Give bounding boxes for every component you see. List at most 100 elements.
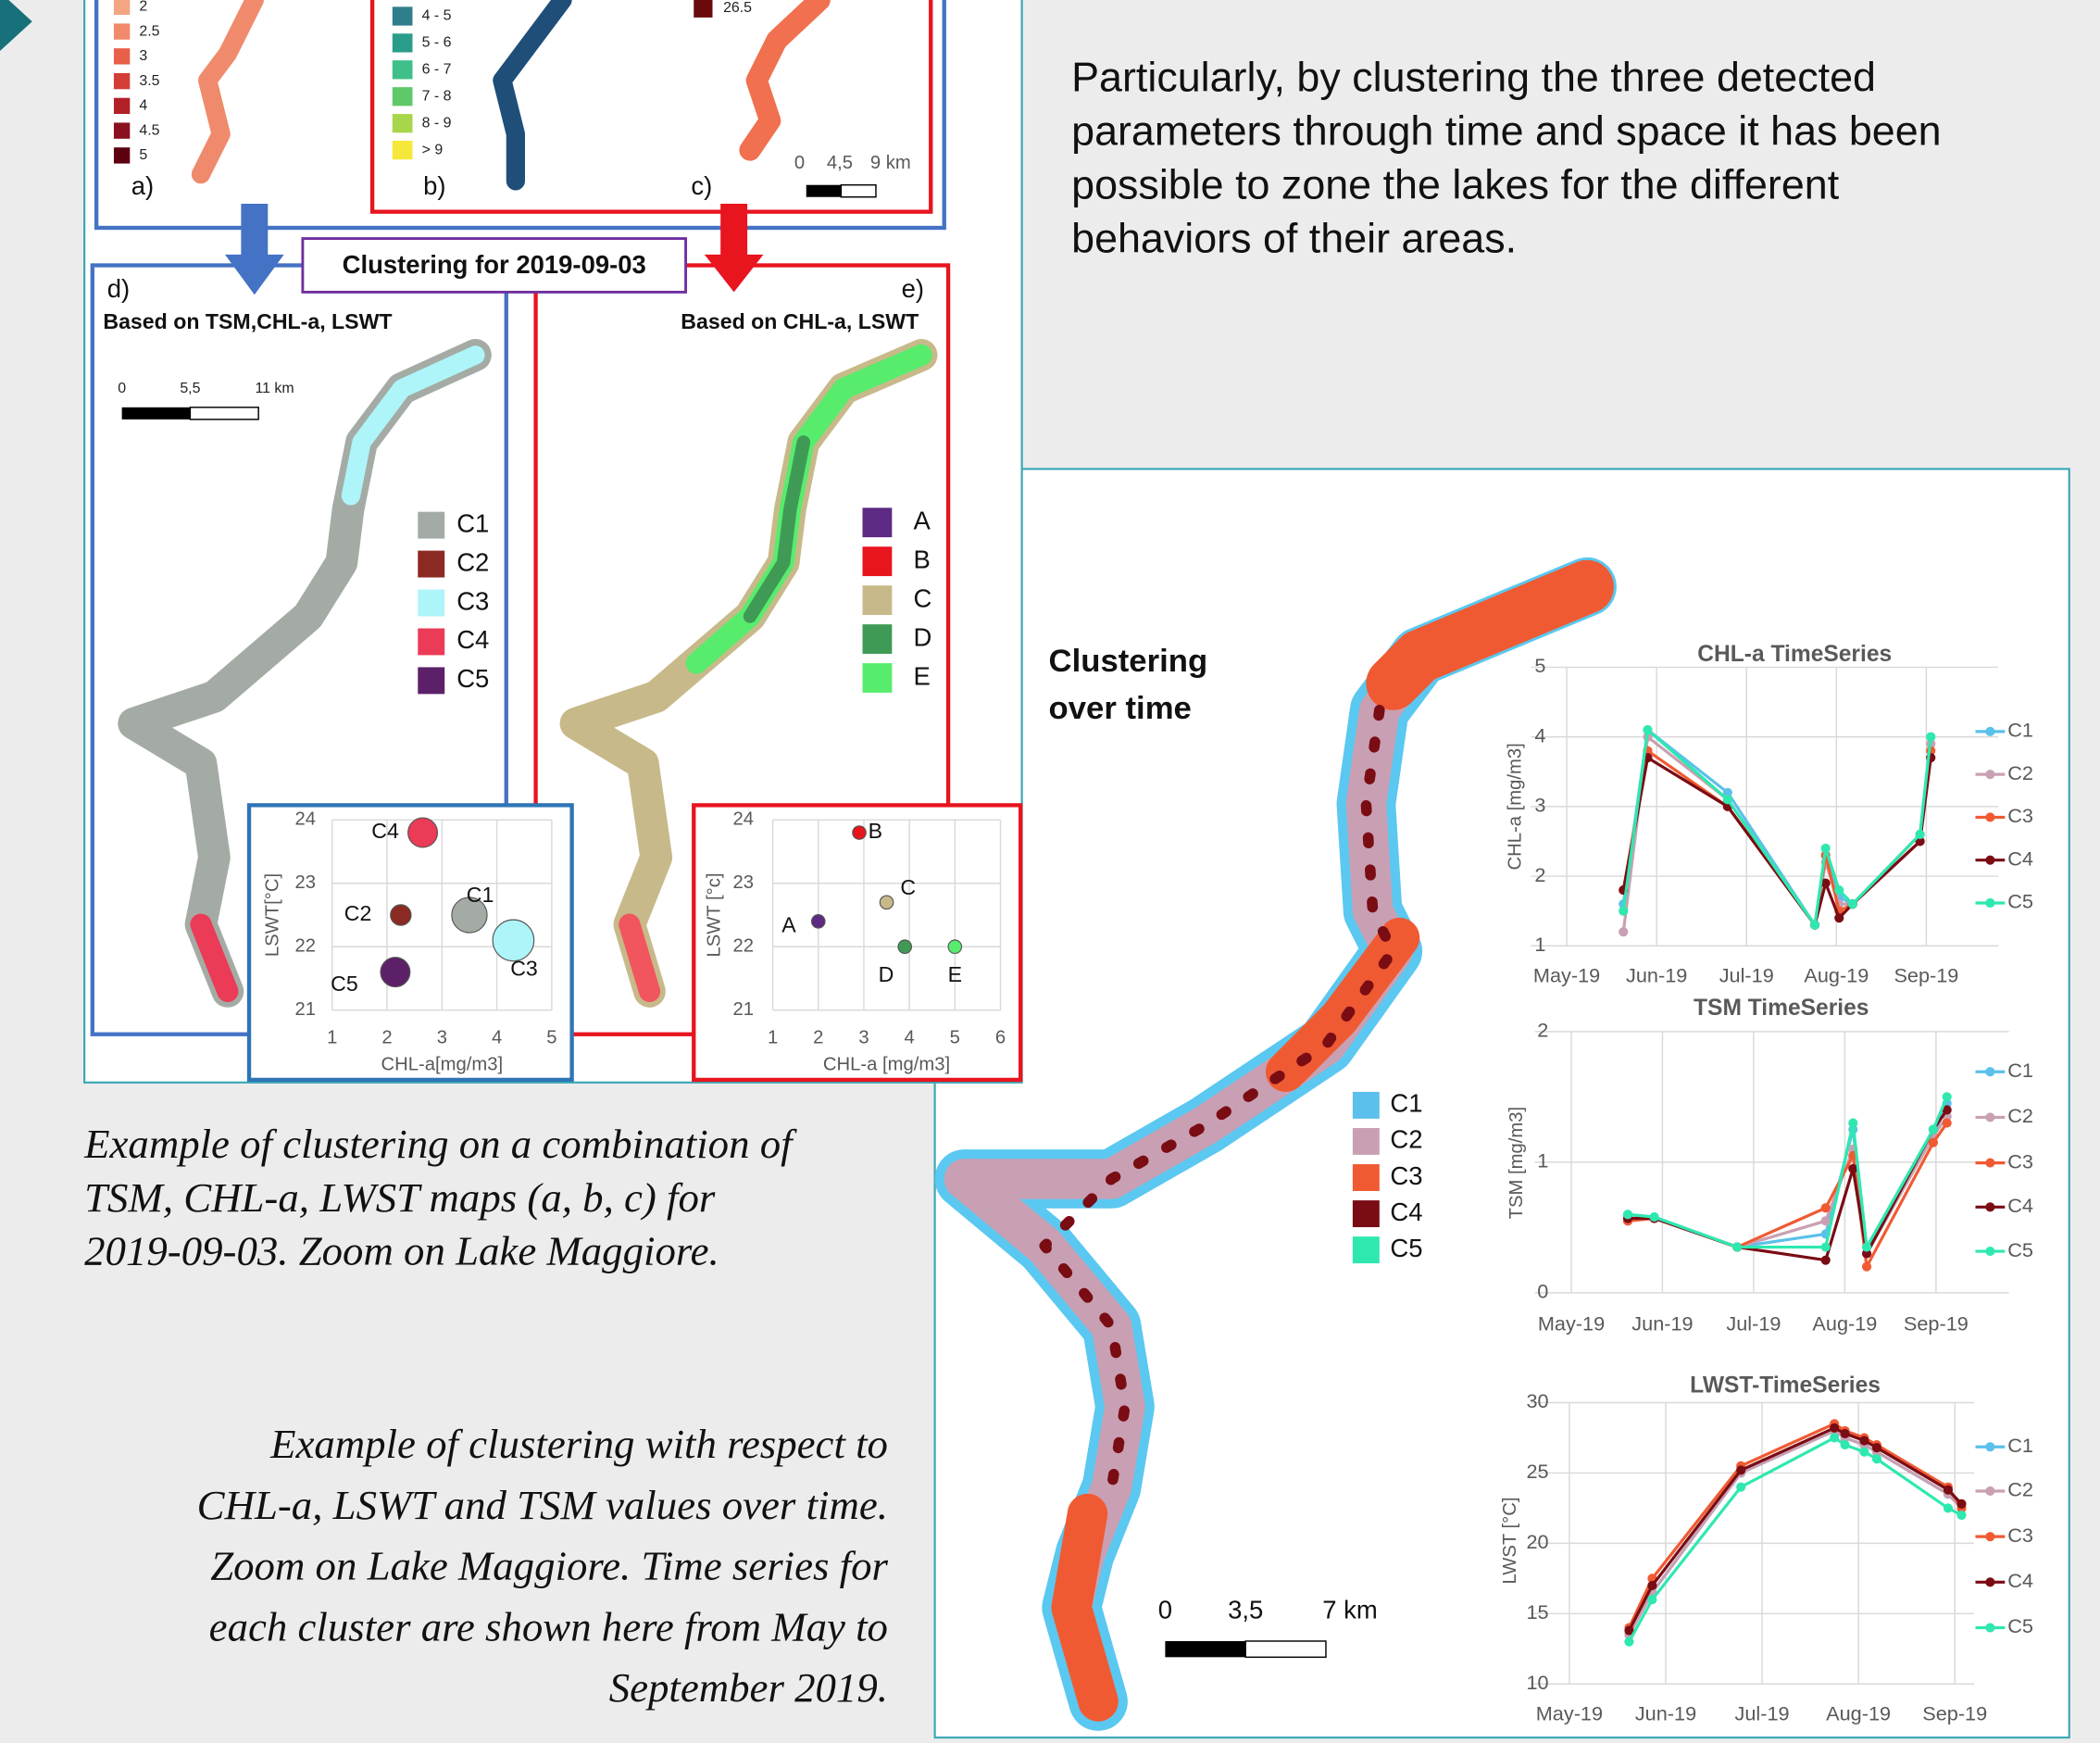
point-label: B <box>869 819 882 843</box>
legend-swatch <box>393 6 413 25</box>
body-text: parameters through time and space it has… <box>1071 107 1941 155</box>
legend-swatch <box>393 141 413 159</box>
scale-bar <box>190 408 258 420</box>
legend-marker <box>1985 856 1994 865</box>
point <box>1862 1242 1871 1251</box>
legend-label: C1 <box>2007 719 2033 742</box>
legend-swatch <box>418 512 444 539</box>
scale-label: 9 km <box>870 153 911 173</box>
y-axis-label: LWST [°C] <box>1500 1497 1520 1584</box>
legend-swatch <box>393 114 413 132</box>
legend-label: 5 <box>139 147 147 163</box>
legend-label: C2 <box>2007 761 2033 784</box>
point <box>1929 1125 1938 1135</box>
y-tick-label: 24 <box>733 809 755 830</box>
point <box>1830 1433 1839 1442</box>
legend-label: 5 - 6 <box>422 35 452 51</box>
legend-swatch <box>1353 1236 1380 1263</box>
y-tick-label: 23 <box>295 872 317 893</box>
chart-title: TSM TimeSeries <box>1694 996 1869 1021</box>
y-tick-label: 10 <box>1526 1671 1548 1694</box>
scale-label: 0 <box>794 153 805 173</box>
point <box>1647 1595 1656 1604</box>
legend-label: C3 <box>2007 1149 2033 1172</box>
point <box>1841 1440 1850 1449</box>
legend-label: 2 <box>139 0 147 15</box>
point <box>1841 1429 1850 1438</box>
panel-label: a) <box>131 171 154 200</box>
x-tick-label: Jul-19 <box>1719 963 1774 986</box>
point <box>381 958 410 987</box>
legend-marker <box>1985 1486 1994 1496</box>
legend-label: E <box>913 661 930 690</box>
x-tick-label: May-19 <box>1533 963 1600 986</box>
legend-swatch <box>114 122 130 138</box>
legend-label: C2 <box>456 547 489 576</box>
legend-swatch <box>1353 1200 1380 1227</box>
legend-label: C3 <box>456 586 489 615</box>
legend-marker <box>1985 898 1994 908</box>
legend-swatch <box>393 87 413 106</box>
point <box>1643 725 1652 734</box>
panel-label: c) <box>691 171 712 200</box>
point <box>1650 1212 1659 1222</box>
x-tick-label: 1 <box>327 1027 337 1047</box>
legend-swatch <box>694 0 712 18</box>
legend-label: 8 - 9 <box>422 115 452 131</box>
legend-label: C1 <box>2007 1434 2033 1457</box>
point <box>948 940 961 953</box>
point <box>1943 1092 1952 1101</box>
legend-label: C1 <box>1390 1089 1422 1118</box>
legend-label: C2 <box>2007 1104 2033 1127</box>
legend-swatch <box>863 546 893 576</box>
point <box>1821 1242 1831 1251</box>
y-tick-label: 20 <box>1526 1530 1548 1553</box>
legend-marker <box>1985 1067 1994 1076</box>
legend-label: B <box>913 545 930 573</box>
point <box>493 920 534 961</box>
legend-label: C4 <box>2007 1194 2033 1217</box>
point <box>1834 913 1844 922</box>
point <box>1859 1436 1869 1445</box>
legend-marker <box>1985 1577 1994 1586</box>
point <box>812 915 825 928</box>
point <box>1956 1499 1966 1509</box>
y-tick-label: 1 <box>1534 933 1545 956</box>
x-tick-label: 2 <box>813 1027 823 1047</box>
y-tick-label: 15 <box>1526 1600 1548 1624</box>
legend-swatch <box>863 508 893 537</box>
y-tick-label: 24 <box>295 809 317 830</box>
y-tick-label: 0 <box>1537 1280 1548 1303</box>
point <box>1926 733 1935 742</box>
legend-label: 2.5 <box>139 23 159 39</box>
legend-marker <box>1985 1442 1994 1451</box>
x-axis-label: CHL-a[mg/m3] <box>381 1054 503 1074</box>
scale-label: 5,5 <box>180 381 200 396</box>
point <box>1624 1637 1633 1647</box>
caption: Example of clustering with respect to <box>269 1421 888 1467</box>
point <box>1956 1511 1966 1520</box>
scale-label: 0 <box>1158 1595 1172 1624</box>
x-tick-label: May-19 <box>1538 1311 1605 1335</box>
scale-label: 0 <box>118 381 126 396</box>
x-tick-label: 3 <box>858 1027 869 1047</box>
legend-label: 3 <box>139 48 147 64</box>
legend-swatch <box>863 663 893 693</box>
x-tick-label: Jun-19 <box>1626 963 1687 986</box>
legend-label: C2 <box>2007 1478 2033 1501</box>
scale-label: 7 km <box>1322 1595 1378 1624</box>
legend-label: C3 <box>1390 1161 1422 1190</box>
point-label: C4 <box>371 819 399 843</box>
y-tick-label: 30 <box>1526 1389 1548 1412</box>
legend-label: C5 <box>1390 1234 1422 1262</box>
x-tick-label: 6 <box>995 1027 1006 1047</box>
caption: Zoom on Lake Maggiore. Time series for <box>210 1543 888 1589</box>
legend-label: C5 <box>2007 890 2033 913</box>
point <box>1821 1256 1831 1265</box>
legend-swatch <box>418 551 444 578</box>
x-tick-label: 5 <box>546 1027 556 1047</box>
legend-label: C1 <box>456 508 489 537</box>
legend-swatch <box>863 624 893 654</box>
legend-marker <box>1985 1623 1994 1632</box>
point <box>1916 830 1925 839</box>
